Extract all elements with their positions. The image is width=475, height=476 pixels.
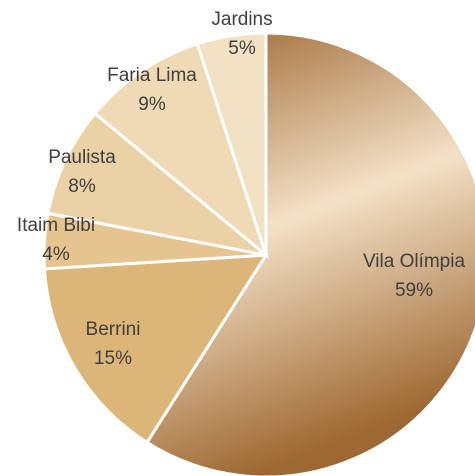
pie-slice (195, 31, 268, 256)
slice-label: Itaim Bibi (17, 215, 95, 236)
slice-value: 15% (94, 348, 132, 369)
pie-slice (92, 41, 270, 260)
slice-value: 8% (68, 176, 96, 197)
pie-slice (42, 253, 269, 445)
slice-label: Jardins (211, 9, 272, 30)
slice-value: 9% (138, 94, 166, 115)
slice-label: Berrini (86, 319, 141, 340)
slice-value: 4% (42, 244, 70, 265)
slice-label: Paulista (48, 147, 116, 168)
slice-label: Faria Lima (107, 65, 197, 86)
slice-label: Vila Olímpia (363, 251, 466, 272)
pie-slice (144, 31, 475, 476)
slice-value: 5% (228, 38, 256, 59)
pie-slice (46, 111, 267, 257)
slice-value: 59% (395, 280, 433, 301)
